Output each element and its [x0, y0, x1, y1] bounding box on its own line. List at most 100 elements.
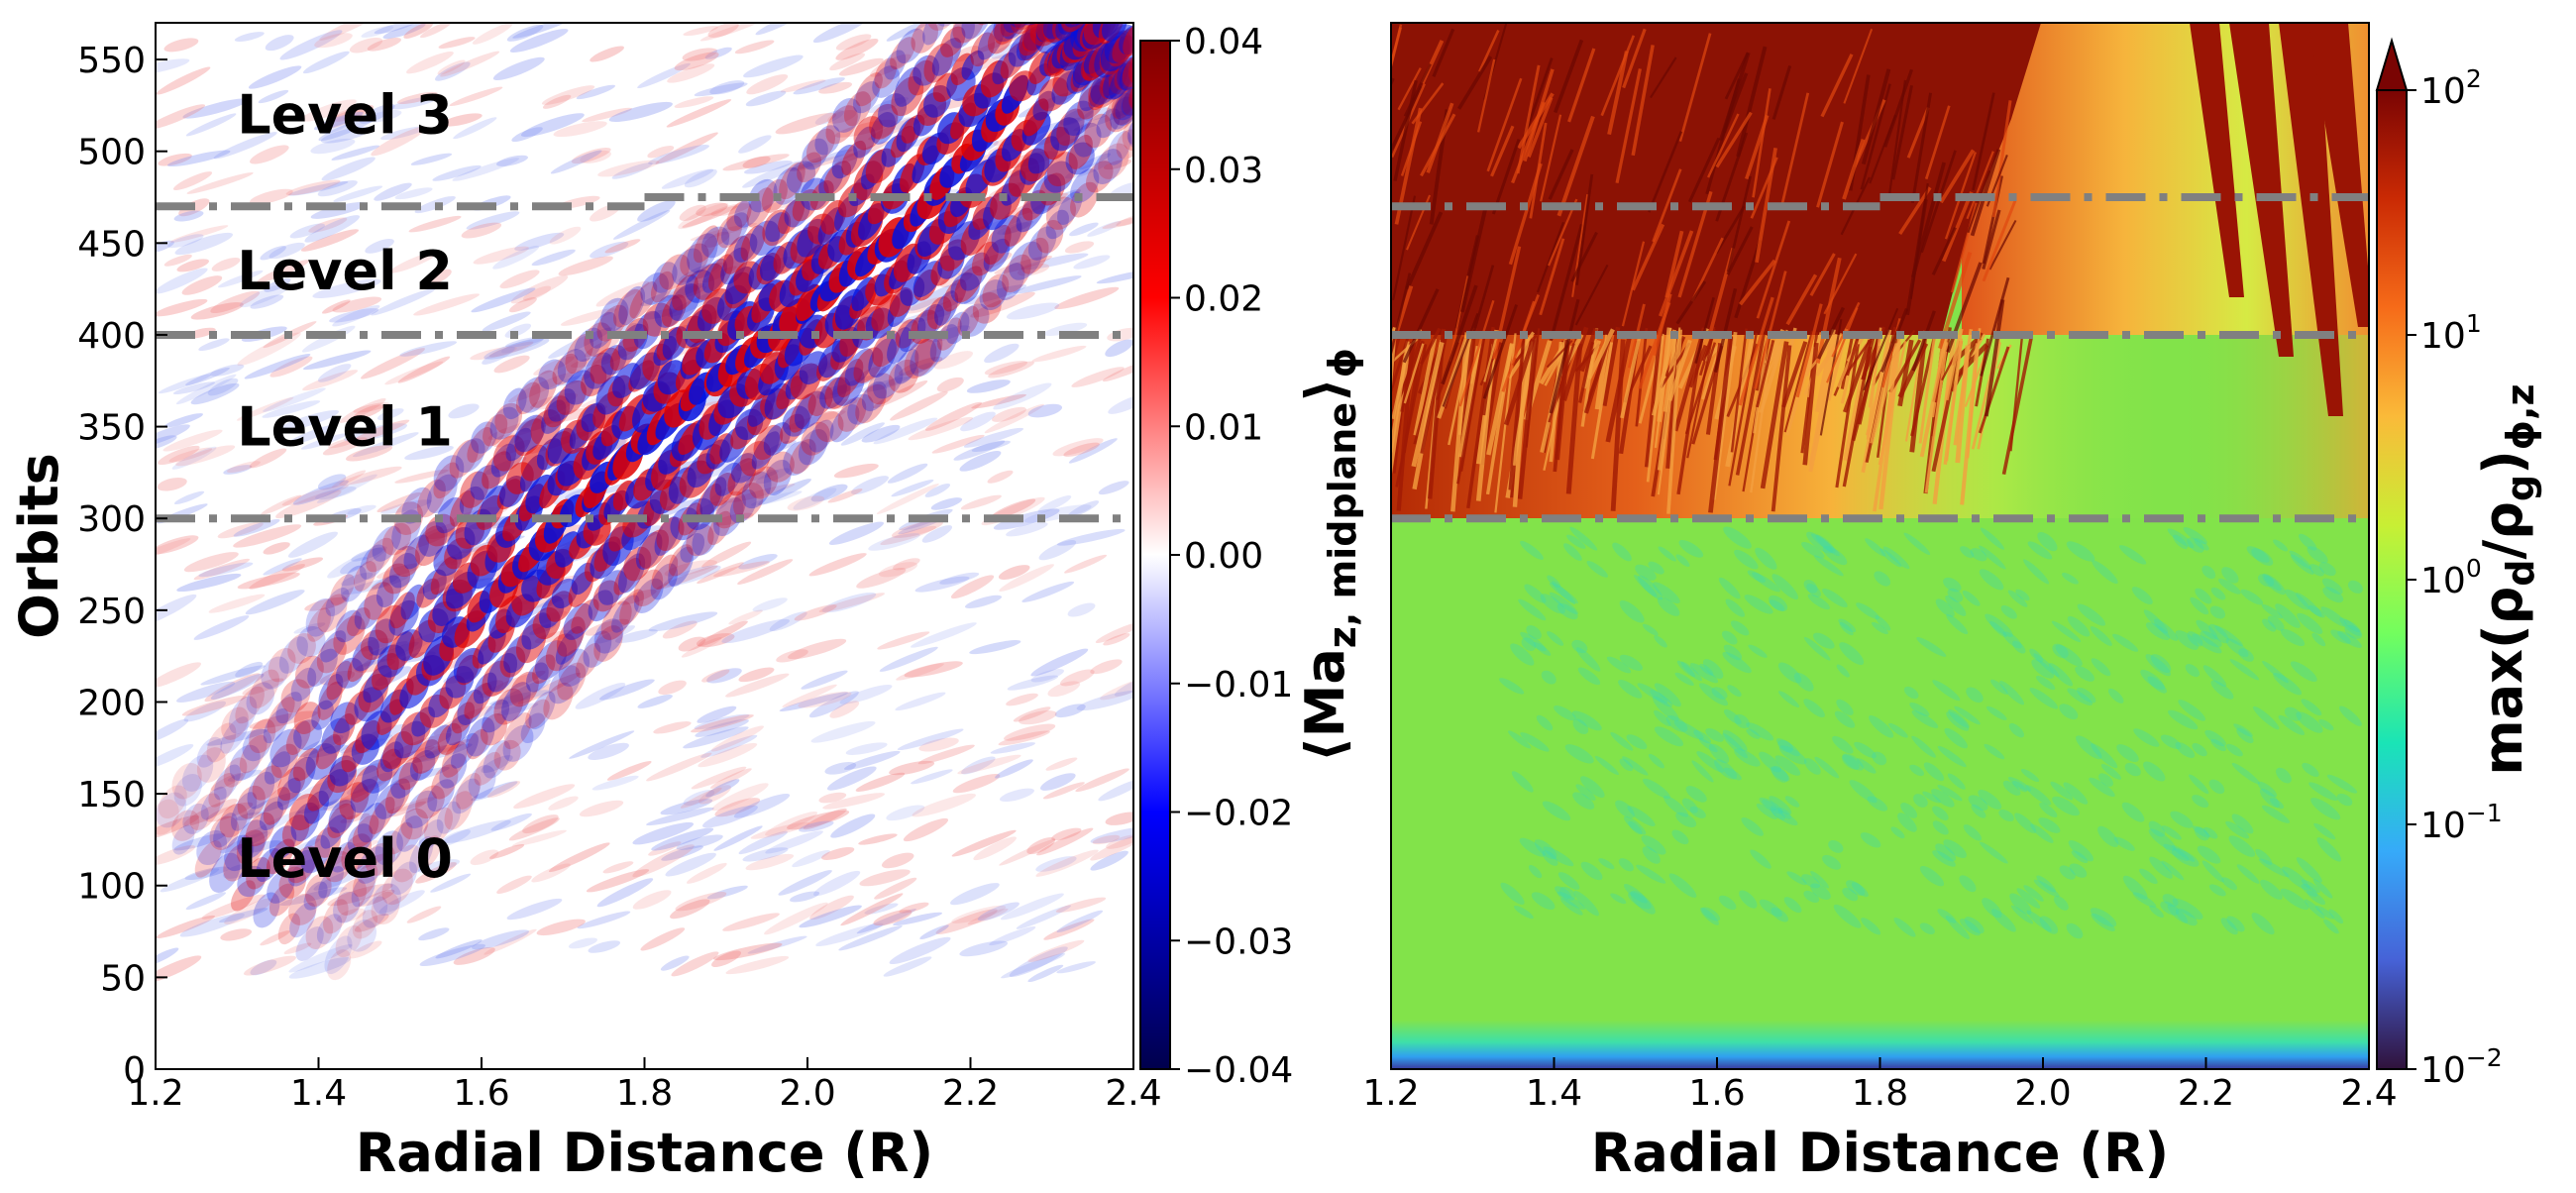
wave: [287, 845, 319, 884]
wave: [433, 462, 460, 499]
wave: [235, 686, 265, 724]
wave: [1007, 0, 1043, 6]
ripple: [1039, 773, 1076, 791]
wave: [444, 791, 473, 830]
ripple: [417, 570, 464, 595]
ripple: [1575, 647, 1601, 672]
wave: [316, 914, 343, 945]
ripple: [2175, 630, 2200, 650]
streak: [1678, 33, 1712, 143]
ripple: [1559, 897, 1583, 916]
wave: [237, 819, 268, 859]
ripple: [1828, 840, 1844, 853]
ripple: [508, 297, 537, 313]
colorbar-tick-label: −0.01: [1184, 665, 1293, 705]
streak: [1478, 30, 1500, 72]
ripple: [762, 199, 798, 211]
ripple: [2252, 705, 2280, 730]
wave: [642, 302, 673, 337]
ripple: [1932, 806, 1949, 821]
wave: [339, 782, 370, 820]
streak: [1511, 101, 1546, 184]
ripple: [354, 914, 389, 932]
ripple: [834, 119, 895, 138]
ripple: [917, 744, 975, 765]
streak: [1581, 340, 1601, 389]
streak: [1942, 191, 1974, 263]
wave: [416, 578, 440, 608]
wave: [571, 598, 599, 634]
ripple: [2091, 743, 2118, 769]
ripple: [488, 341, 534, 358]
ripple: [950, 883, 1000, 906]
tick-base: −0.04: [1184, 1050, 1293, 1091]
ripple: [511, 829, 567, 847]
ripple: [736, 460, 764, 472]
wave: [1035, 23, 1060, 43]
ripple: [721, 618, 790, 644]
ripple: [2312, 879, 2333, 899]
streak: [1879, 307, 1909, 374]
ripple: [1654, 683, 1681, 707]
ripple: [612, 210, 671, 240]
streak: [1426, 102, 1454, 173]
ripple: [1540, 594, 1565, 614]
label-text: ⟩: [1294, 378, 1356, 402]
wave: [983, 224, 1012, 266]
ripple: [499, 270, 540, 289]
ripple: [2077, 603, 2106, 626]
ripple: [1839, 642, 1865, 666]
wave: [1088, 79, 1111, 111]
ripple: [2027, 541, 2053, 560]
streak: [1458, 299, 1495, 407]
ripple: [291, 858, 321, 876]
ripple: [339, 397, 386, 423]
ripple: [904, 661, 963, 678]
ripple: [594, 625, 636, 644]
wave: [341, 565, 368, 602]
wave: [1074, 50, 1099, 83]
ripple: [1986, 705, 2007, 720]
wave: [640, 272, 669, 305]
wave: [249, 669, 280, 708]
ripple: [1067, 602, 1096, 617]
ripple: [2154, 618, 2179, 641]
ripple: [248, 65, 302, 89]
ripple: [2257, 781, 2278, 798]
ripple: [206, 728, 268, 746]
wave: [437, 722, 463, 755]
x-tick-label: 2.0: [2014, 1073, 2071, 1114]
ripple: [477, 680, 504, 696]
wave: [1123, 23, 1133, 56]
ripple: [2116, 744, 2139, 762]
ripple: [553, 488, 586, 505]
wave: [618, 553, 646, 594]
ripple: [289, 223, 325, 239]
ripple: [1627, 806, 1656, 826]
wave: [418, 818, 444, 850]
ripple: [533, 356, 575, 376]
wave: [746, 187, 774, 228]
wave: [1108, 59, 1133, 95]
ripple: [185, 892, 227, 911]
wave: [261, 656, 289, 690]
ripple: [239, 282, 292, 308]
ripple: [346, 771, 396, 795]
wave: [672, 274, 698, 311]
wave: [289, 902, 316, 938]
streak: [1486, 343, 1515, 456]
ripple: [2308, 604, 2325, 618]
wave: [1122, 54, 1133, 91]
ripple: [260, 246, 286, 261]
tick-base: 0.04: [1184, 22, 1263, 62]
ripple: [747, 935, 807, 954]
colorbar-tick-label: 0.03: [1184, 151, 1263, 191]
ripple: [1035, 849, 1099, 877]
ripple: [648, 841, 682, 856]
wave: [231, 880, 256, 912]
streak: [1845, 332, 1861, 377]
wave: [424, 807, 454, 844]
wave: [316, 637, 347, 674]
wave: [171, 810, 200, 841]
ripple: [156, 845, 196, 866]
